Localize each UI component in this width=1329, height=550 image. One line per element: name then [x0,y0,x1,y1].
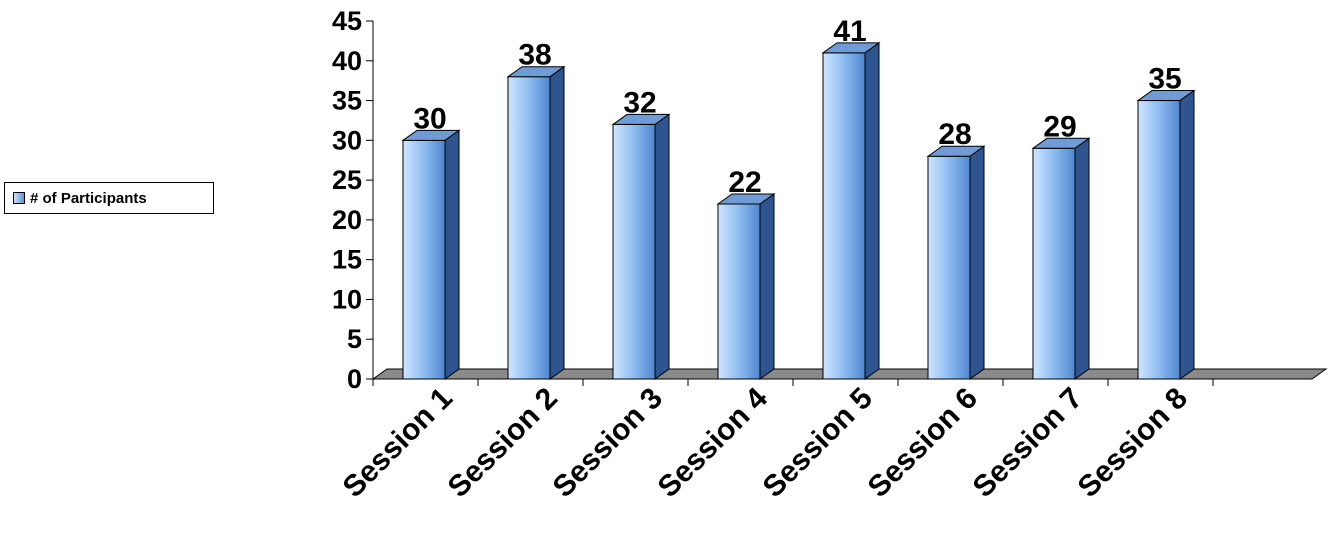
y-tick-label: 30 [332,125,362,155]
bar-side [864,41,880,380]
y-tick-label: 35 [332,86,362,116]
bar-top [821,42,881,54]
legend-label: # of Participants [30,189,147,207]
data-label: 29 [1043,110,1076,143]
x-tick-label: Session 3 [547,382,669,504]
y-tick-label: 20 [332,205,362,235]
y-tick-label: 5 [347,324,362,354]
bar [401,129,461,380]
bar [821,41,881,380]
bar-front [402,139,446,380]
bar-top [611,113,671,125]
data-label: 35 [1148,63,1181,96]
y-tick-label: 10 [332,284,362,314]
bar-top [1031,137,1091,149]
bar [1031,137,1091,380]
y-tick-label: 25 [332,165,362,195]
x-tick-label: Session 1 [337,382,459,504]
bar-layer [401,41,1196,380]
data-label: 38 [518,39,551,72]
bar-side [1179,89,1195,380]
bar-front [717,203,761,380]
bar [611,113,671,380]
bar-top [1136,90,1196,102]
y-tick-label: 45 [332,6,362,36]
bar-side [969,145,985,380]
bar-front [612,123,656,380]
data-label: 30 [413,102,446,135]
y-tick-label: 15 [332,245,362,275]
y-tick-label: 0 [347,364,362,394]
bar-top [716,193,776,205]
bar-front [1032,147,1076,380]
bar [716,193,776,380]
bar-top [926,145,986,157]
bar-side [549,65,565,380]
x-tick-label: Session 7 [967,382,1089,504]
bar-top [506,66,566,78]
x-tick-label: Session 2 [442,382,564,504]
x-tick-label: Session 6 [862,382,984,504]
bar-front [507,76,551,380]
data-label: 22 [728,166,761,199]
bar-side [444,129,460,380]
bar [506,65,566,380]
bar-front [1137,100,1181,380]
bar-top [401,129,461,141]
bar-side [759,193,775,380]
bar-front [927,155,971,380]
legend: # of Participants [4,182,214,214]
bar-front [822,52,866,380]
x-tick-label: Session 5 [757,382,879,504]
x-tick-label: Session 4 [652,381,775,504]
data-label: 28 [938,118,971,151]
bar-side [654,113,670,380]
x-tick-label: Session 8 [1072,382,1194,504]
legend-swatch [13,192,25,204]
bar-side [1074,137,1090,380]
data-label: 32 [623,86,656,119]
bar [926,145,986,380]
data-label: 41 [833,15,866,48]
y-tick-label: 40 [332,46,362,76]
bar [1136,89,1196,380]
